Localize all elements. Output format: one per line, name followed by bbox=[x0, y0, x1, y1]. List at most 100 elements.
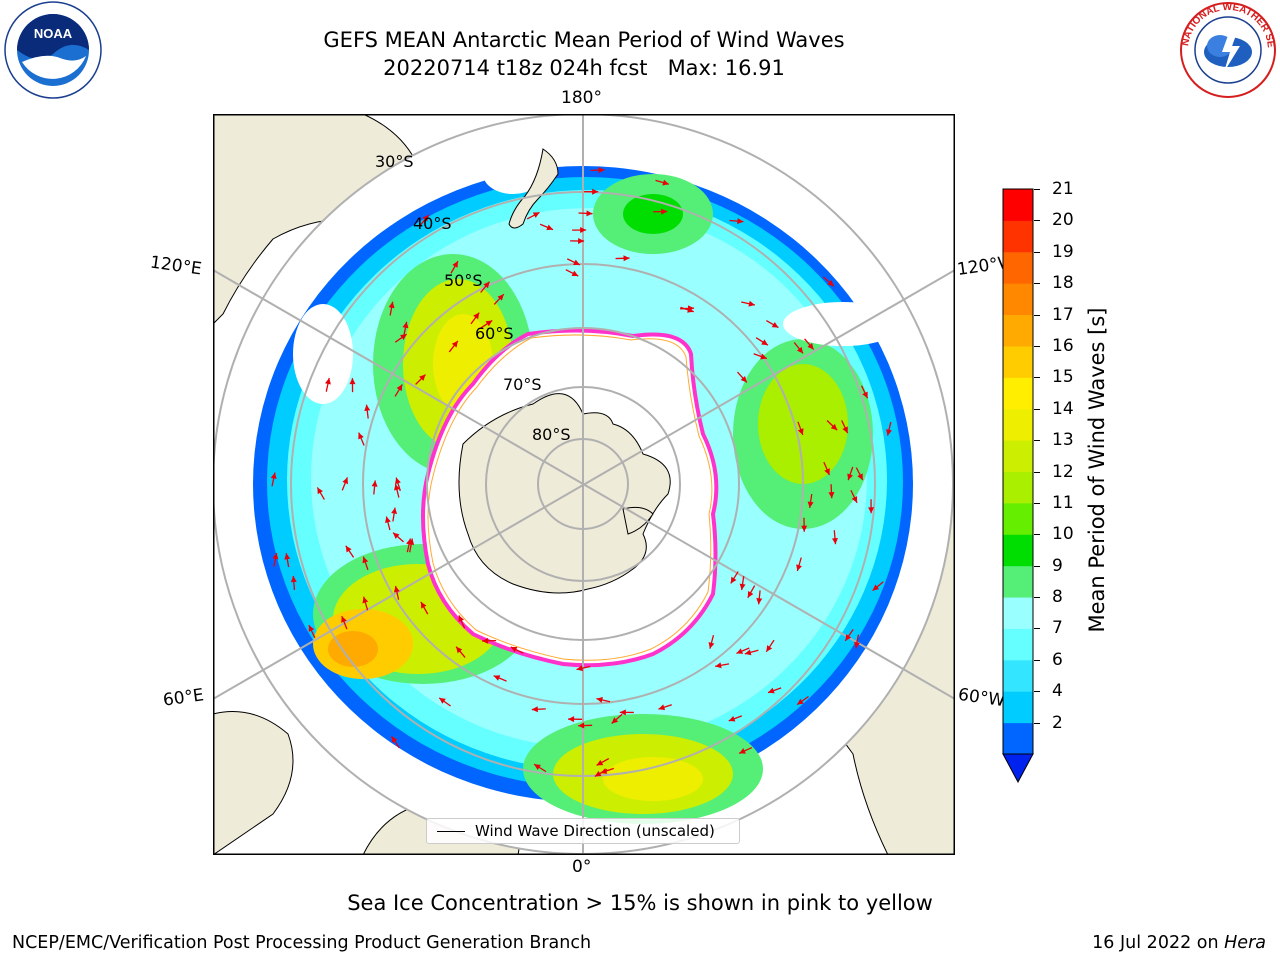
colorbar-tick-label: 18 bbox=[1052, 273, 1074, 294]
wave-direction-arrowhead bbox=[598, 167, 605, 174]
colorbar-segment bbox=[1003, 502, 1033, 535]
colorbar-tick-label: 7 bbox=[1052, 618, 1063, 639]
wave-direction-arrowhead bbox=[420, 601, 427, 609]
lon-label-lower-right: 60°W bbox=[956, 684, 1007, 712]
wave-direction-arrowhead bbox=[493, 675, 501, 681]
map-legend: Wind Wave Direction (unscaled) bbox=[426, 818, 740, 844]
wave-direction-arrowhead bbox=[845, 634, 852, 641]
noaa-logo: NOAA bbox=[0, 0, 106, 100]
wave-direction-arrowhead bbox=[886, 429, 892, 436]
wave-direction-arrowhead bbox=[857, 473, 863, 481]
wave-direction-arrowhead bbox=[284, 553, 291, 560]
wave-direction-arrowhead bbox=[623, 255, 630, 262]
wave-direction-arrowhead bbox=[391, 736, 398, 743]
wave-direction-arrowhead bbox=[830, 423, 838, 431]
lon-label-lower-left: 60°E bbox=[161, 685, 206, 711]
colorbar-tick-mark bbox=[1034, 471, 1040, 473]
wave-direction-arrowhead bbox=[744, 649, 752, 656]
wave-direction-arrowhead bbox=[824, 468, 830, 476]
colorbar-tick-label: 8 bbox=[1052, 587, 1063, 608]
wave-direction-arrowhead bbox=[388, 301, 395, 309]
wave-direction-arrowhead bbox=[400, 334, 407, 341]
colorbar-segment bbox=[1003, 565, 1033, 598]
wave-direction-arrowhead bbox=[739, 748, 746, 754]
colorbar-tick-mark bbox=[1034, 502, 1040, 504]
wave-direction-arrowhead bbox=[270, 472, 277, 480]
wave-direction-arrowhead bbox=[831, 537, 838, 545]
wave-direction-arrowhead bbox=[807, 501, 814, 508]
wave-direction-arrowhead bbox=[662, 179, 669, 186]
colorbar-frame bbox=[1002, 188, 1034, 755]
wave-direction-arrowhead bbox=[801, 525, 808, 532]
wave-direction-arrowhead bbox=[807, 342, 814, 350]
wave-direction-arrowhead bbox=[737, 218, 744, 225]
wave-direction-arrowhead bbox=[868, 507, 875, 514]
colorbar-tick-label: 20 bbox=[1052, 210, 1074, 231]
wave-direction-arrowhead bbox=[485, 320, 493, 327]
wave-direction-arrowhead bbox=[854, 641, 860, 649]
wave-direction-arrowhead bbox=[619, 709, 626, 716]
wave-direction-arrowhead bbox=[362, 556, 369, 564]
colorbar-tick-mark bbox=[1034, 377, 1040, 379]
wave-direction-arrowhead bbox=[600, 768, 608, 774]
wave-direction-arrowhead bbox=[272, 552, 279, 560]
colorbar-segment bbox=[1003, 220, 1033, 253]
colorbar-segment bbox=[1003, 251, 1033, 284]
wave-direction-arrowhead bbox=[661, 208, 668, 215]
map-svg bbox=[213, 114, 955, 855]
colorbar-tick-mark bbox=[1034, 408, 1040, 410]
wave-direction-arrowhead bbox=[687, 306, 694, 313]
wave-direction-arrowhead bbox=[847, 473, 853, 481]
wave-direction-arrowhead bbox=[828, 492, 835, 499]
wave-direction-arrowhead bbox=[592, 188, 599, 195]
colorbar-tick-label: 6 bbox=[1052, 649, 1063, 670]
wave-direction-arrowhead bbox=[573, 259, 580, 266]
colorbar-tick-mark bbox=[1034, 189, 1040, 190]
wave-direction-arrowhead bbox=[452, 261, 458, 268]
nws-logo: NATIONAL WEATHER SERVICE bbox=[1174, 0, 1278, 100]
colorbar-segment bbox=[1003, 659, 1033, 692]
colorbar-tick-label: 14 bbox=[1052, 398, 1074, 419]
footer-date: 16 Jul 2022 on Hera bbox=[1092, 933, 1266, 953]
wave-direction-arrowhead bbox=[458, 615, 465, 623]
colorbar bbox=[1002, 188, 1034, 784]
wave-direction-arrowhead bbox=[771, 321, 779, 328]
wave-direction-arrowhead bbox=[766, 645, 773, 652]
wave-direction-arrowhead bbox=[456, 646, 463, 654]
wave-direction-arrowhead bbox=[739, 583, 746, 591]
footer-date-text: 16 Jul 2022 on bbox=[1092, 933, 1225, 953]
lat-label-40s: 40°S bbox=[413, 214, 452, 233]
colorbar-tick-mark bbox=[1034, 440, 1040, 442]
colorbar-segment bbox=[1003, 377, 1033, 410]
wave-direction-arrowhead bbox=[393, 586, 400, 593]
wave-direction-arrowhead bbox=[797, 698, 804, 705]
wave-direction-arrowhead bbox=[571, 270, 579, 276]
colorbar-tick-label: 2 bbox=[1052, 712, 1063, 733]
wave-direction-arrowhead bbox=[290, 575, 297, 583]
footer-machine: Hera bbox=[1224, 933, 1266, 953]
map-frame bbox=[213, 114, 955, 855]
wave-direction-arrowhead bbox=[748, 300, 755, 307]
wave-direction-arrowhead bbox=[402, 321, 409, 329]
colorbar-tick-label: 15 bbox=[1052, 367, 1074, 388]
wave-direction-arrowhead bbox=[756, 598, 763, 605]
wave-direction-arrowhead bbox=[345, 545, 352, 553]
wave-direction-arrowhead bbox=[362, 596, 369, 604]
map-panel bbox=[213, 114, 955, 855]
sea-ice-note: Sea Ice Concentration > 15% is shown in … bbox=[347, 891, 933, 915]
wave-direction-arrowhead bbox=[596, 697, 603, 703]
wave-direction-arrowhead bbox=[715, 662, 722, 669]
wave-direction-arrowhead bbox=[760, 353, 767, 360]
colorbar-tick-mark bbox=[1034, 628, 1040, 630]
lat-label-80s: 80°S bbox=[532, 425, 571, 444]
wave-direction-arrowhead bbox=[568, 716, 575, 723]
lon-label-top: 180° bbox=[561, 88, 602, 108]
lat-label-70s: 70°S bbox=[503, 375, 542, 394]
colorbar-tick-label: 19 bbox=[1052, 241, 1074, 262]
wave-direction-arrowhead bbox=[308, 625, 315, 632]
lat-label-30s: 30°S bbox=[375, 152, 414, 171]
colorbar-segment bbox=[1003, 471, 1033, 504]
wave-direction-arrowhead bbox=[510, 646, 518, 653]
wave-direction-arrowhead bbox=[586, 210, 593, 217]
wave-direction-arrowhead bbox=[393, 532, 400, 539]
